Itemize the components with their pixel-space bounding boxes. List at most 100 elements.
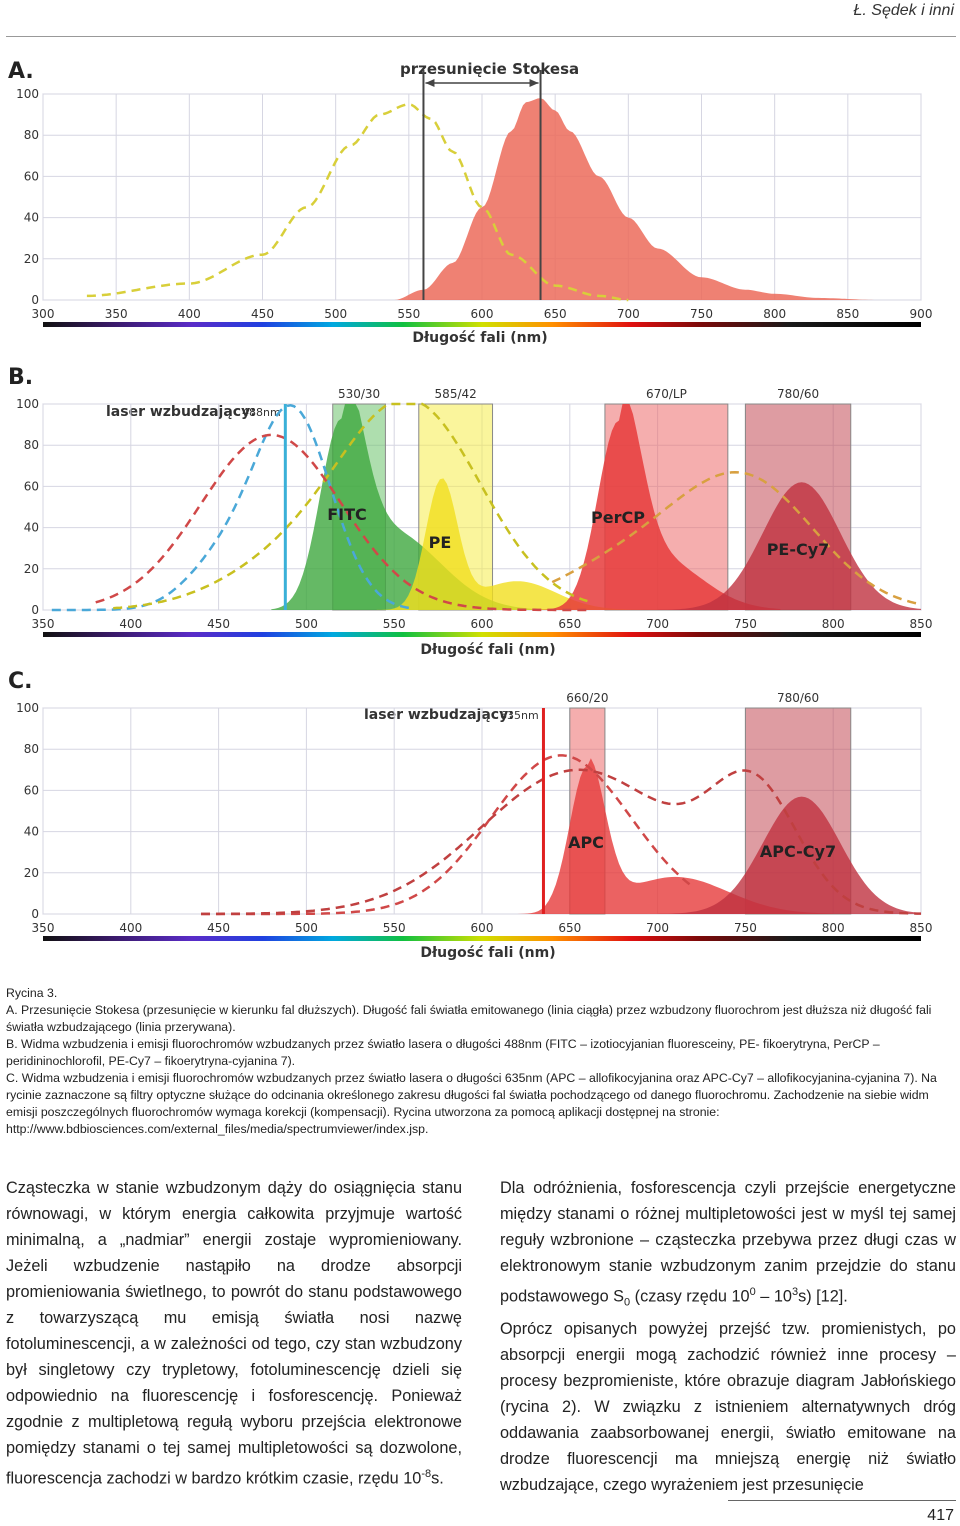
dye-label-b: PerCP — [591, 508, 645, 527]
p1-part-c: – 10 — [755, 1287, 792, 1306]
c-x-tick-label: 800 — [822, 921, 845, 935]
figure-caption: Rycina 3. A. Przesunięcie Stokesa (przes… — [6, 985, 956, 1138]
a-y-tick-label: 80 — [24, 128, 39, 142]
exponent-left: -8 — [421, 1468, 432, 1480]
paragraph-left: Cząsteczka w stanie wzbudzonym dąży do o… — [6, 1175, 462, 1491]
c-y-tick-label: 20 — [24, 866, 39, 880]
emission-curve-a — [394, 98, 878, 300]
a-x-tick-label: 600 — [471, 307, 494, 321]
laser-label-c: laser wzbudzający: — [364, 707, 514, 723]
b-x-tick-label: 750 — [734, 617, 757, 631]
excitation-curve-a — [86, 103, 629, 302]
a-x-tick-label: 650 — [544, 307, 567, 321]
a-y-tick-label: 20 — [24, 252, 39, 266]
dye-label-b: PE — [429, 533, 452, 552]
laser-wavelength-c: 635nm — [500, 709, 539, 722]
c-x-tick-label: 750 — [734, 921, 757, 935]
b-x-tick-label: 400 — [119, 617, 142, 631]
c-x-tick-label: 350 — [32, 921, 55, 935]
c-x-tick-label: 500 — [295, 921, 318, 935]
c-x-tick-label: 400 — [119, 921, 142, 935]
a-x-tick-label: 300 — [32, 307, 55, 321]
a-x-tick-label: 700 — [617, 307, 640, 321]
filter-label-c: 780/60 — [777, 691, 819, 705]
b-x-tick-label: 600 — [471, 617, 494, 631]
page-number: 417 — [927, 1507, 954, 1524]
filter-label-c: 660/20 — [566, 691, 608, 705]
spectrum-bar-b — [43, 632, 921, 637]
c-y-tick-label: 60 — [24, 783, 39, 797]
stokes-arrow-head-left — [425, 79, 435, 87]
emission-pe — [376, 478, 658, 610]
running-header-author: Ł. Sędek i inni — [853, 2, 954, 19]
subscript-s0: 0 — [624, 1296, 631, 1309]
b-y-tick-label: 40 — [24, 521, 39, 535]
dye-label-b: PE-Cy7 — [767, 540, 830, 559]
a-x-tick-label: 550 — [397, 307, 420, 321]
exponent-1: 0 — [749, 1286, 756, 1298]
p1-part-d: s) [12]. — [798, 1287, 848, 1306]
dye-label-b: FITC — [327, 505, 367, 524]
caption-b: B. Widma wzbudzenia i emisji fluorochrom… — [6, 1036, 956, 1070]
caption-title: Rycina 3. — [6, 986, 58, 1000]
b-x-tick-label: 700 — [646, 617, 669, 631]
emission-apc-cy7 — [657, 796, 921, 914]
c-x-tick-label: 550 — [383, 921, 406, 935]
caption-a: A. Przesunięcie Stokesa (przesunięcie w … — [6, 1002, 956, 1036]
a-x-tick-label: 400 — [178, 307, 201, 321]
dye-label-c: APC — [568, 833, 604, 852]
a-x-tick-label: 350 — [105, 307, 128, 321]
a-x-tick-label: 500 — [324, 307, 347, 321]
spectrum-bar-c — [43, 936, 921, 941]
emission-pe-cy7 — [657, 482, 921, 610]
a-y-tick-label: 60 — [24, 169, 39, 183]
c-x-tick-label: 700 — [646, 921, 669, 935]
c-x-tick-label: 600 — [471, 921, 494, 935]
body-column-right: Dla odróżnienia, fosforescencja czyli pr… — [500, 1175, 956, 1498]
paragraph-left-end: s. — [431, 1469, 444, 1488]
c-x-tick-label: 650 — [558, 921, 581, 935]
filter-label-b: 670/LP — [646, 387, 687, 401]
x-axis-label-a: Długość fali (nm) — [412, 330, 547, 346]
excitation-fitc — [51, 404, 411, 612]
filter-label-b: 780/60 — [777, 387, 819, 401]
c-y-tick-label: 0 — [31, 907, 39, 921]
excitation-pe — [113, 402, 588, 610]
a-y-tick-label: 100 — [16, 87, 39, 101]
paragraph-right-1: Dla odróżnienia, fosforescencja czyli pr… — [500, 1175, 956, 1316]
laser-label-b: laser wzbudzający: — [106, 404, 256, 420]
p1-part-b: (czasy rzędu 10 — [630, 1287, 750, 1306]
laser-wavelength-b: 488nm — [242, 406, 281, 419]
c-y-tick-label: 40 — [24, 825, 39, 839]
c-x-tick-label: 850 — [910, 921, 933, 935]
a-y-tick-label: 0 — [31, 293, 39, 307]
emission-fitc — [271, 404, 623, 610]
stokes-arrow-head-right — [529, 79, 539, 87]
a-x-tick-label: 750 — [690, 307, 713, 321]
dye-label-c: APC-Cy7 — [760, 842, 836, 861]
a-y-tick-label: 40 — [24, 211, 39, 225]
caption-c: C. Widma wzbudzenia i emisji fluorochrom… — [6, 1070, 956, 1138]
stokes-shift-label: przesunięcie Stokesa — [400, 60, 579, 78]
b-x-tick-label: 450 — [207, 617, 230, 631]
panel-label-a: A. — [8, 59, 34, 84]
p1-part-a: Dla odróżnienia, fosforescencja czyli pr… — [500, 1179, 956, 1306]
filter-label-b: 585/42 — [435, 387, 477, 401]
b-y-tick-label: 60 — [24, 479, 39, 493]
b-x-tick-label: 850 — [910, 617, 933, 631]
c-x-tick-label: 450 — [207, 921, 230, 935]
c-y-tick-label: 100 — [16, 701, 39, 715]
exponent-2: 3 — [791, 1286, 799, 1298]
figure-c-635nm-spectra: C. laser wzbudzający: 635nm 100 80 60 40 20 0… — [8, 669, 932, 961]
b-y-tick-label: 100 — [16, 397, 39, 411]
b-x-tick-label: 350 — [32, 617, 55, 631]
b-x-tick-label: 650 — [558, 617, 581, 631]
caption-c-text: C. Widma wzbudzenia i emisji fluorochrom… — [6, 1071, 937, 1136]
x-axis-label-b: Długość fali (nm) — [420, 642, 555, 658]
b-y-tick-label: 80 — [24, 438, 39, 452]
footer-rule — [728, 1500, 956, 1501]
panel-label-b: B. — [8, 365, 33, 390]
header-rule — [6, 36, 956, 37]
